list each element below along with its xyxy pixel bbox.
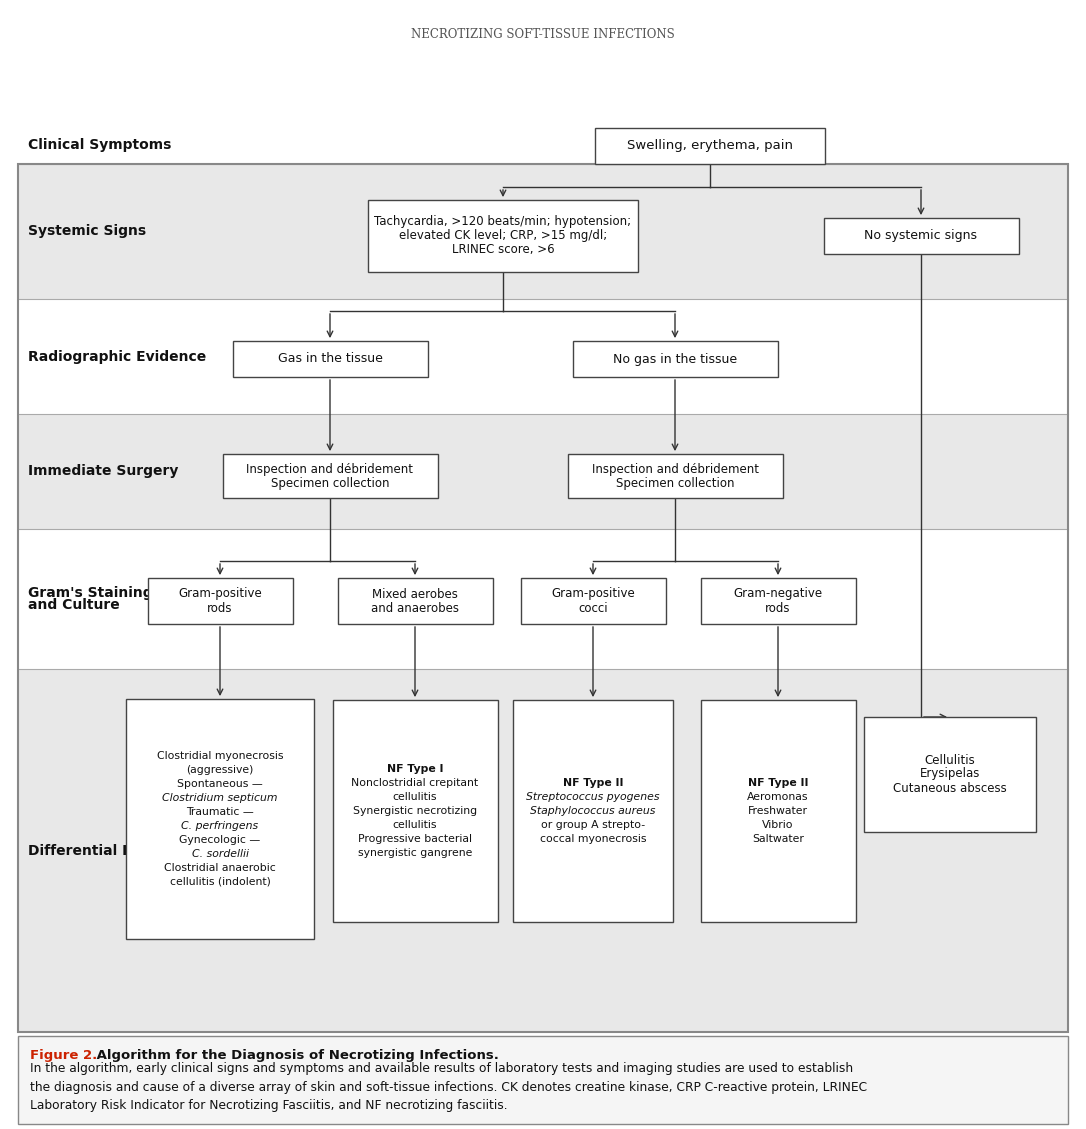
Text: cellulitis (indolent): cellulitis (indolent) [169, 877, 270, 887]
Text: Inspection and débridement: Inspection and débridement [592, 463, 758, 475]
Text: Gram-negative: Gram-negative [733, 587, 822, 601]
Bar [513, 700, 673, 922]
Bar [520, 578, 666, 624]
Text: Clostridial anaerobic: Clostridial anaerobic [164, 863, 276, 873]
Bar [18, 414, 1068, 530]
Bar [864, 717, 1036, 831]
Text: Cutaneous abscess: Cutaneous abscess [893, 781, 1007, 795]
Text: Streptococcus pyogenes: Streptococcus pyogenes [527, 793, 660, 802]
Bar [18, 669, 1068, 1032]
Text: Specimen collection: Specimen collection [270, 476, 389, 490]
Text: Gas in the tissue: Gas in the tissue [278, 352, 382, 366]
Bar [18, 299, 1068, 414]
Bar [823, 218, 1019, 254]
Bar [18, 126, 1068, 164]
Text: Differential Diagnosis: Differential Diagnosis [28, 843, 199, 858]
Text: Specimen collection: Specimen collection [616, 476, 734, 490]
Text: Saltwater: Saltwater [753, 834, 804, 844]
Text: coccal myonecrosis: coccal myonecrosis [540, 834, 646, 844]
Text: cellulitis: cellulitis [393, 793, 438, 802]
Bar [568, 454, 783, 498]
Text: Clostridial myonecrosis: Clostridial myonecrosis [156, 751, 283, 761]
Text: Gram-positive: Gram-positive [178, 587, 262, 601]
Text: Gram's Staining: Gram's Staining [28, 586, 153, 599]
Text: Traumatic —: Traumatic — [186, 807, 254, 817]
Text: Erysipelas: Erysipelas [920, 768, 981, 780]
Text: Gynecologic —: Gynecologic — [179, 835, 261, 844]
Bar [572, 341, 778, 377]
Text: Systemic Signs: Systemic Signs [28, 225, 147, 238]
Bar [18, 1036, 1068, 1124]
Text: Immediate Surgery: Immediate Surgery [28, 464, 178, 479]
Text: Clinical Symptoms: Clinical Symptoms [28, 139, 172, 152]
Text: Tachycardia, >120 beats/min; hypotension;: Tachycardia, >120 beats/min; hypotension… [375, 216, 632, 228]
Text: Nonclostridial crepitant: Nonclostridial crepitant [352, 778, 479, 788]
Text: (aggressive): (aggressive) [187, 765, 254, 774]
Text: Progressive bacterial: Progressive bacterial [358, 834, 472, 844]
Bar [700, 578, 856, 624]
Text: Clostridium septicum: Clostridium septicum [162, 793, 278, 803]
Text: NF Type II: NF Type II [563, 778, 623, 788]
Bar [700, 700, 856, 922]
Bar [18, 530, 1068, 669]
Bar [18, 164, 1068, 1032]
Text: LRINEC score, >6: LRINEC score, >6 [452, 244, 554, 256]
Text: Figure 2.: Figure 2. [30, 1049, 98, 1061]
Text: C. sordellii: C. sordellii [191, 849, 249, 859]
Text: Freshwater: Freshwater [748, 806, 808, 816]
Text: Vibrio: Vibrio [762, 820, 794, 830]
Text: NF Type I: NF Type I [387, 764, 443, 774]
Bar [332, 700, 497, 922]
Text: No systemic signs: No systemic signs [864, 229, 977, 243]
Text: Mixed aerobes: Mixed aerobes [372, 587, 458, 601]
Bar [338, 578, 492, 624]
Bar [368, 200, 637, 272]
Text: Spontaneous —: Spontaneous — [177, 779, 263, 789]
Text: Inspection and débridement: Inspection and débridement [247, 463, 414, 475]
Text: Swelling, erythema, pain: Swelling, erythema, pain [627, 140, 793, 152]
Bar [18, 164, 1068, 299]
Text: or group A strepto-: or group A strepto- [541, 820, 645, 830]
Text: Algorithm for the Diagnosis of Necrotizing Infections.: Algorithm for the Diagnosis of Necrotizi… [92, 1049, 498, 1061]
Text: Synergistic necrotizing: Synergistic necrotizing [353, 806, 477, 816]
Bar [223, 454, 438, 498]
Text: and anaerobes: and anaerobes [371, 602, 459, 614]
Text: Cellulitis: Cellulitis [924, 753, 975, 767]
Text: synergistic gangrene: synergistic gangrene [357, 848, 472, 858]
Bar [126, 699, 314, 939]
Text: cellulitis: cellulitis [393, 820, 438, 830]
Text: Aeromonas: Aeromonas [747, 793, 809, 802]
Text: rods: rods [766, 602, 791, 614]
Bar [232, 341, 428, 377]
Bar [148, 578, 292, 624]
Text: Staphylococcus aureus: Staphylococcus aureus [530, 806, 656, 816]
Text: Gram-positive: Gram-positive [551, 587, 635, 601]
Text: Radiographic Evidence: Radiographic Evidence [28, 350, 206, 364]
Text: No gas in the tissue: No gas in the tissue [613, 352, 737, 366]
Text: C. perfringens: C. perfringens [181, 821, 258, 831]
Bar [595, 128, 825, 164]
Text: NECROTIZING SOFT-TISSUE INFECTIONS: NECROTIZING SOFT-TISSUE INFECTIONS [412, 27, 674, 41]
Text: In the algorithm, early clinical signs and symptoms and available results of lab: In the algorithm, early clinical signs a… [30, 1062, 867, 1112]
Text: elevated CK level; CRP, >15 mg/dl;: elevated CK level; CRP, >15 mg/dl; [399, 229, 607, 243]
Text: NF Type II: NF Type II [748, 778, 808, 788]
Text: cocci: cocci [578, 602, 608, 614]
Text: rods: rods [207, 602, 232, 614]
Text: and Culture: and Culture [28, 598, 119, 612]
